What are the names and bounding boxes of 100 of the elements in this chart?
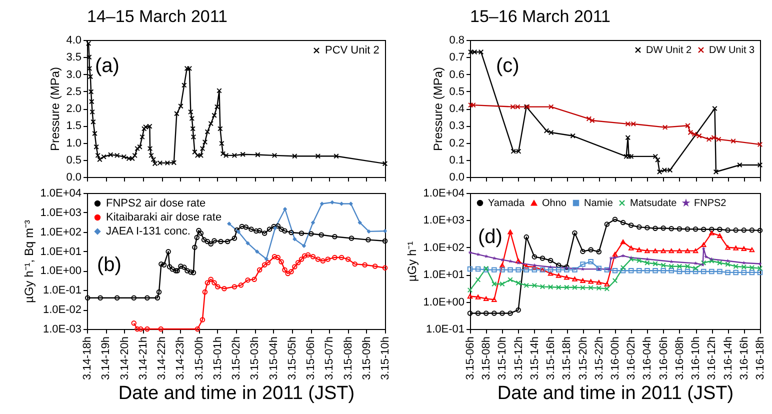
point — [684, 248, 690, 254]
point — [570, 133, 576, 139]
point — [725, 245, 730, 250]
y-tick-label: 1.0E+03 — [40, 206, 82, 219]
point — [700, 226, 706, 232]
y-tick-label: 1.0E-01 — [426, 324, 464, 336]
y-tick-label: 1.0E-03 — [42, 324, 82, 336]
point — [636, 258, 642, 264]
point — [467, 266, 473, 272]
x-tick-label: 3.14-19h — [100, 336, 112, 380]
point — [588, 279, 594, 284]
point — [282, 267, 288, 273]
point — [548, 271, 554, 276]
point — [475, 277, 481, 282]
point — [580, 285, 586, 290]
point — [709, 226, 714, 232]
point — [200, 317, 206, 322]
point — [298, 256, 304, 262]
y-tick-label: 1.0 — [66, 137, 82, 150]
point — [604, 286, 610, 292]
point — [332, 234, 338, 240]
legend-label: JAEA I-131 conc. — [106, 226, 190, 238]
point — [184, 268, 190, 274]
point — [733, 246, 738, 250]
point — [733, 264, 738, 270]
x-tick-label: 3.15-01h — [212, 336, 224, 380]
point — [733, 270, 738, 276]
point — [492, 310, 497, 316]
point — [629, 256, 634, 260]
legend-label: FNPS2 — [694, 198, 727, 209]
y-tick-label: 0.1 — [449, 154, 464, 166]
point — [684, 226, 690, 232]
point — [652, 154, 658, 160]
point — [660, 248, 666, 254]
y-tick-label: 1.0E+03 — [423, 214, 464, 227]
point — [516, 307, 521, 313]
x-tick-label: 3.16-10h — [690, 336, 702, 380]
point — [256, 267, 262, 273]
x-tick-label: 3.16-18h — [754, 336, 766, 380]
point — [596, 285, 602, 291]
y-tick-label: 0.0 — [66, 172, 82, 184]
point — [625, 134, 631, 140]
y-tick-label: 0.3 — [449, 120, 464, 132]
y-tick-label: 1.0E+00 — [40, 265, 82, 278]
point — [225, 238, 230, 244]
point — [318, 232, 324, 238]
point — [302, 244, 306, 248]
point — [524, 282, 530, 288]
x-tick-label: 3.14-20h — [118, 336, 131, 380]
x-tick-label: 3.16-16h — [738, 336, 750, 380]
point — [315, 256, 321, 262]
point — [604, 282, 610, 286]
x-tick-label: 3.15-08h — [480, 336, 493, 380]
point — [366, 237, 371, 242]
point — [749, 265, 755, 270]
x-tick-label: 3.14-21h — [137, 336, 150, 380]
point — [310, 220, 316, 225]
point — [628, 256, 634, 262]
y-tick-label: 0.6 — [449, 68, 464, 81]
x-tick-label: 3.15-10h — [496, 336, 509, 380]
y-tick-label: 1.0E+00 — [423, 296, 464, 308]
point — [725, 270, 730, 276]
point — [572, 267, 578, 272]
y-axis-title: µGy h⁻¹, Bq m⁻³ — [22, 220, 36, 303]
point — [254, 228, 259, 234]
point — [492, 281, 497, 287]
x-tick-label: 3.15-00h — [193, 336, 206, 380]
point — [158, 261, 164, 267]
point — [198, 230, 204, 236]
point — [254, 250, 260, 254]
point — [332, 254, 338, 260]
point — [588, 259, 594, 264]
point — [188, 269, 194, 275]
point — [308, 231, 314, 236]
point — [620, 265, 626, 270]
x-tick-label: 3.15-12h — [512, 336, 525, 380]
point — [366, 229, 371, 234]
point — [352, 261, 358, 267]
point — [236, 230, 241, 234]
point — [234, 227, 240, 233]
point — [158, 326, 164, 332]
point — [652, 268, 658, 274]
x-tick-label: 3.14-23h — [174, 336, 187, 380]
point — [138, 326, 144, 332]
point — [556, 262, 562, 268]
point — [556, 284, 562, 290]
point — [586, 116, 592, 122]
x-tick-label: 3.16-08h — [674, 336, 686, 380]
y-tick-label: 1.5 — [66, 120, 82, 132]
point — [604, 222, 610, 227]
point — [717, 260, 722, 266]
point — [348, 236, 354, 241]
point — [660, 262, 666, 268]
point — [644, 225, 650, 230]
point — [98, 295, 103, 300]
point — [580, 278, 586, 283]
annotation: (c) — [496, 55, 520, 77]
point — [676, 264, 682, 270]
point — [628, 222, 634, 228]
point — [144, 326, 150, 332]
